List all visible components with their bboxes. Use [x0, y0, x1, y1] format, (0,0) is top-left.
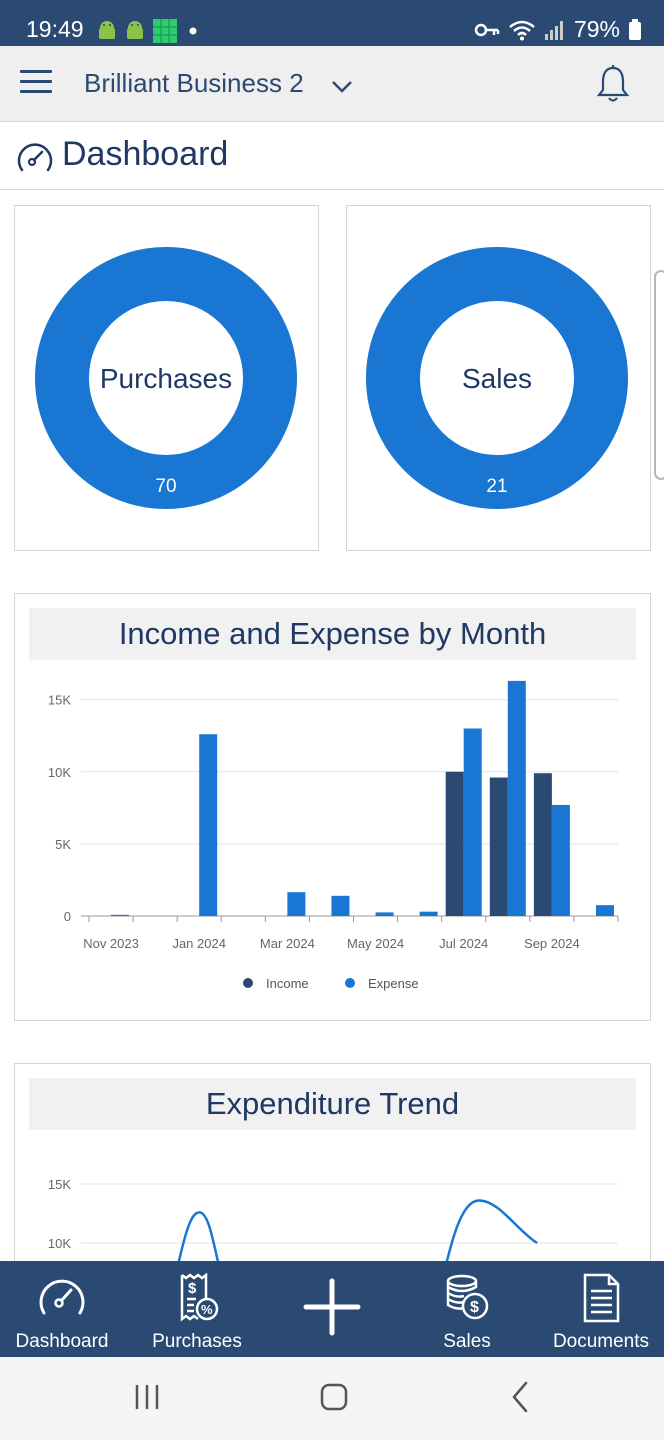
bar-income[interactable] [445, 771, 464, 916]
status-system-icons: 79% [474, 16, 642, 43]
expenditure-trend-title-bar: Expenditure Trend [29, 1078, 636, 1130]
y-tick-label: 0 [64, 909, 71, 924]
recents-icon[interactable] [133, 1377, 163, 1417]
x-tick-label: Sep 2024 [524, 936, 580, 951]
purchases-label: Purchases [100, 363, 232, 394]
wifi-icon [509, 20, 535, 40]
nav-sales-label: Sales [443, 1331, 491, 1352]
legend-label-income[interactable]: Income [266, 976, 309, 991]
bell-icon[interactable] [596, 64, 630, 104]
y-tick-label: 5K [55, 837, 71, 852]
nav-purchases[interactable]: $ % Purchases [131, 1261, 263, 1357]
key-icon [474, 23, 500, 36]
sales-value: 21 [486, 476, 507, 497]
gauge-icon [39, 1279, 85, 1315]
bar-expense[interactable] [199, 734, 218, 916]
android-icon [99, 21, 115, 39]
coins-icon: $ [446, 1274, 489, 1320]
bar-expense[interactable] [463, 728, 482, 916]
income-expense-chart: 0 5K 10K 15K Nov 2023 Jan 2024 Mar 2024 May 202… [48, 680, 619, 991]
income-expense-card: Income and Expense by Month 0 5K 10K 15K Nov… [14, 593, 651, 1021]
battery-icon [629, 18, 641, 40]
bottom-nav: Dashboard $ % Purchases $ Sales [0, 1261, 664, 1357]
menu-button[interactable] [20, 70, 52, 94]
x-tick-label: Mar 2024 [260, 936, 315, 951]
bar-expense[interactable] [507, 680, 526, 916]
business-selector[interactable]: Brilliant Business 2 [84, 68, 304, 98]
sales-label: Sales [462, 363, 532, 394]
purchases-donut: Purchases 70 [35, 247, 297, 509]
svg-text:$: $ [188, 1280, 197, 1297]
receipt-icon: $ % [180, 1273, 219, 1322]
menu-icon [20, 70, 52, 73]
menu-icon [20, 80, 52, 83]
back-icon[interactable] [506, 1377, 536, 1417]
status-time: 19:49 [26, 16, 84, 42]
x-tick-label: Nov 2023 [83, 936, 139, 951]
sales-donut: Sales 21 [366, 247, 628, 509]
y-tick-label: 15K [48, 1177, 71, 1192]
y-tick-label: 15K [48, 693, 71, 708]
dot-icon [189, 27, 197, 35]
x-tick-label: Jul 2024 [439, 936, 488, 951]
bar-expense[interactable] [419, 911, 438, 916]
scroll-handle[interactable] [654, 270, 664, 480]
app-bar: Brilliant Business 2 [0, 46, 664, 122]
svg-text:%: % [201, 1302, 213, 1317]
status-notification-icons [96, 19, 202, 43]
bar-expense[interactable] [551, 804, 570, 916]
legend-marker-income [243, 978, 253, 988]
nav-dashboard-label: Dashboard [15, 1331, 109, 1352]
chevron-down-icon[interactable] [330, 78, 354, 94]
chart-title: Expenditure Trend [205, 1086, 460, 1121]
nav-documents[interactable]: Documents [535, 1261, 664, 1357]
nav-sales[interactable]: $ Sales [401, 1261, 533, 1357]
purchases-card[interactable]: Purchases 70 [14, 205, 319, 551]
document-icon [583, 1273, 620, 1323]
plus-icon[interactable] [300, 1275, 364, 1339]
bar-expense[interactable] [331, 895, 350, 916]
legend-marker-expense [345, 978, 355, 988]
page-header: Dashboard [0, 122, 664, 190]
legend-label-expense[interactable]: Expense [368, 976, 419, 991]
expenditure-trend-chart: 10K 15K [48, 1177, 618, 1262]
home-icon[interactable] [319, 1377, 349, 1417]
expenditure-line [177, 1199, 538, 1262]
bar-expense[interactable] [287, 892, 306, 916]
bar-expense[interactable] [111, 914, 130, 916]
system-nav-bar [0, 1357, 664, 1440]
nav-dashboard[interactable]: Dashboard [0, 1261, 128, 1357]
signal-icon [544, 20, 563, 40]
menu-icon [20, 90, 52, 93]
android-icon [127, 21, 143, 39]
bar-expense[interactable] [595, 905, 614, 916]
y-tick-label: 10K [48, 765, 71, 780]
bar-expense[interactable] [375, 912, 394, 916]
purchases-value: 70 [155, 476, 176, 497]
sales-card[interactable]: Sales 21 [346, 205, 651, 551]
page-title: Dashboard [62, 135, 229, 173]
svg-text:$: $ [470, 1299, 479, 1316]
status-bar: 19:49 [0, 0, 664, 46]
purchases-donut-ring [35, 247, 297, 509]
income-expense-title-bar: Income and Expense by Month [29, 608, 636, 660]
sales-donut-ring [366, 247, 628, 509]
bar-income[interactable] [533, 773, 552, 916]
gauge-icon [17, 143, 53, 172]
spreadsheet-icon [153, 19, 177, 43]
bar-income[interactable] [489, 777, 508, 916]
x-tick-label: Jan 2024 [172, 936, 226, 951]
y-tick-label: 10K [48, 1236, 71, 1251]
chart-title: Income and Expense by Month [118, 616, 547, 651]
battery-percent: 79% [573, 16, 620, 42]
nav-documents-label: Documents [552, 1331, 650, 1352]
nav-purchases-label: Purchases [152, 1331, 242, 1352]
x-tick-label: May 2024 [347, 936, 404, 951]
